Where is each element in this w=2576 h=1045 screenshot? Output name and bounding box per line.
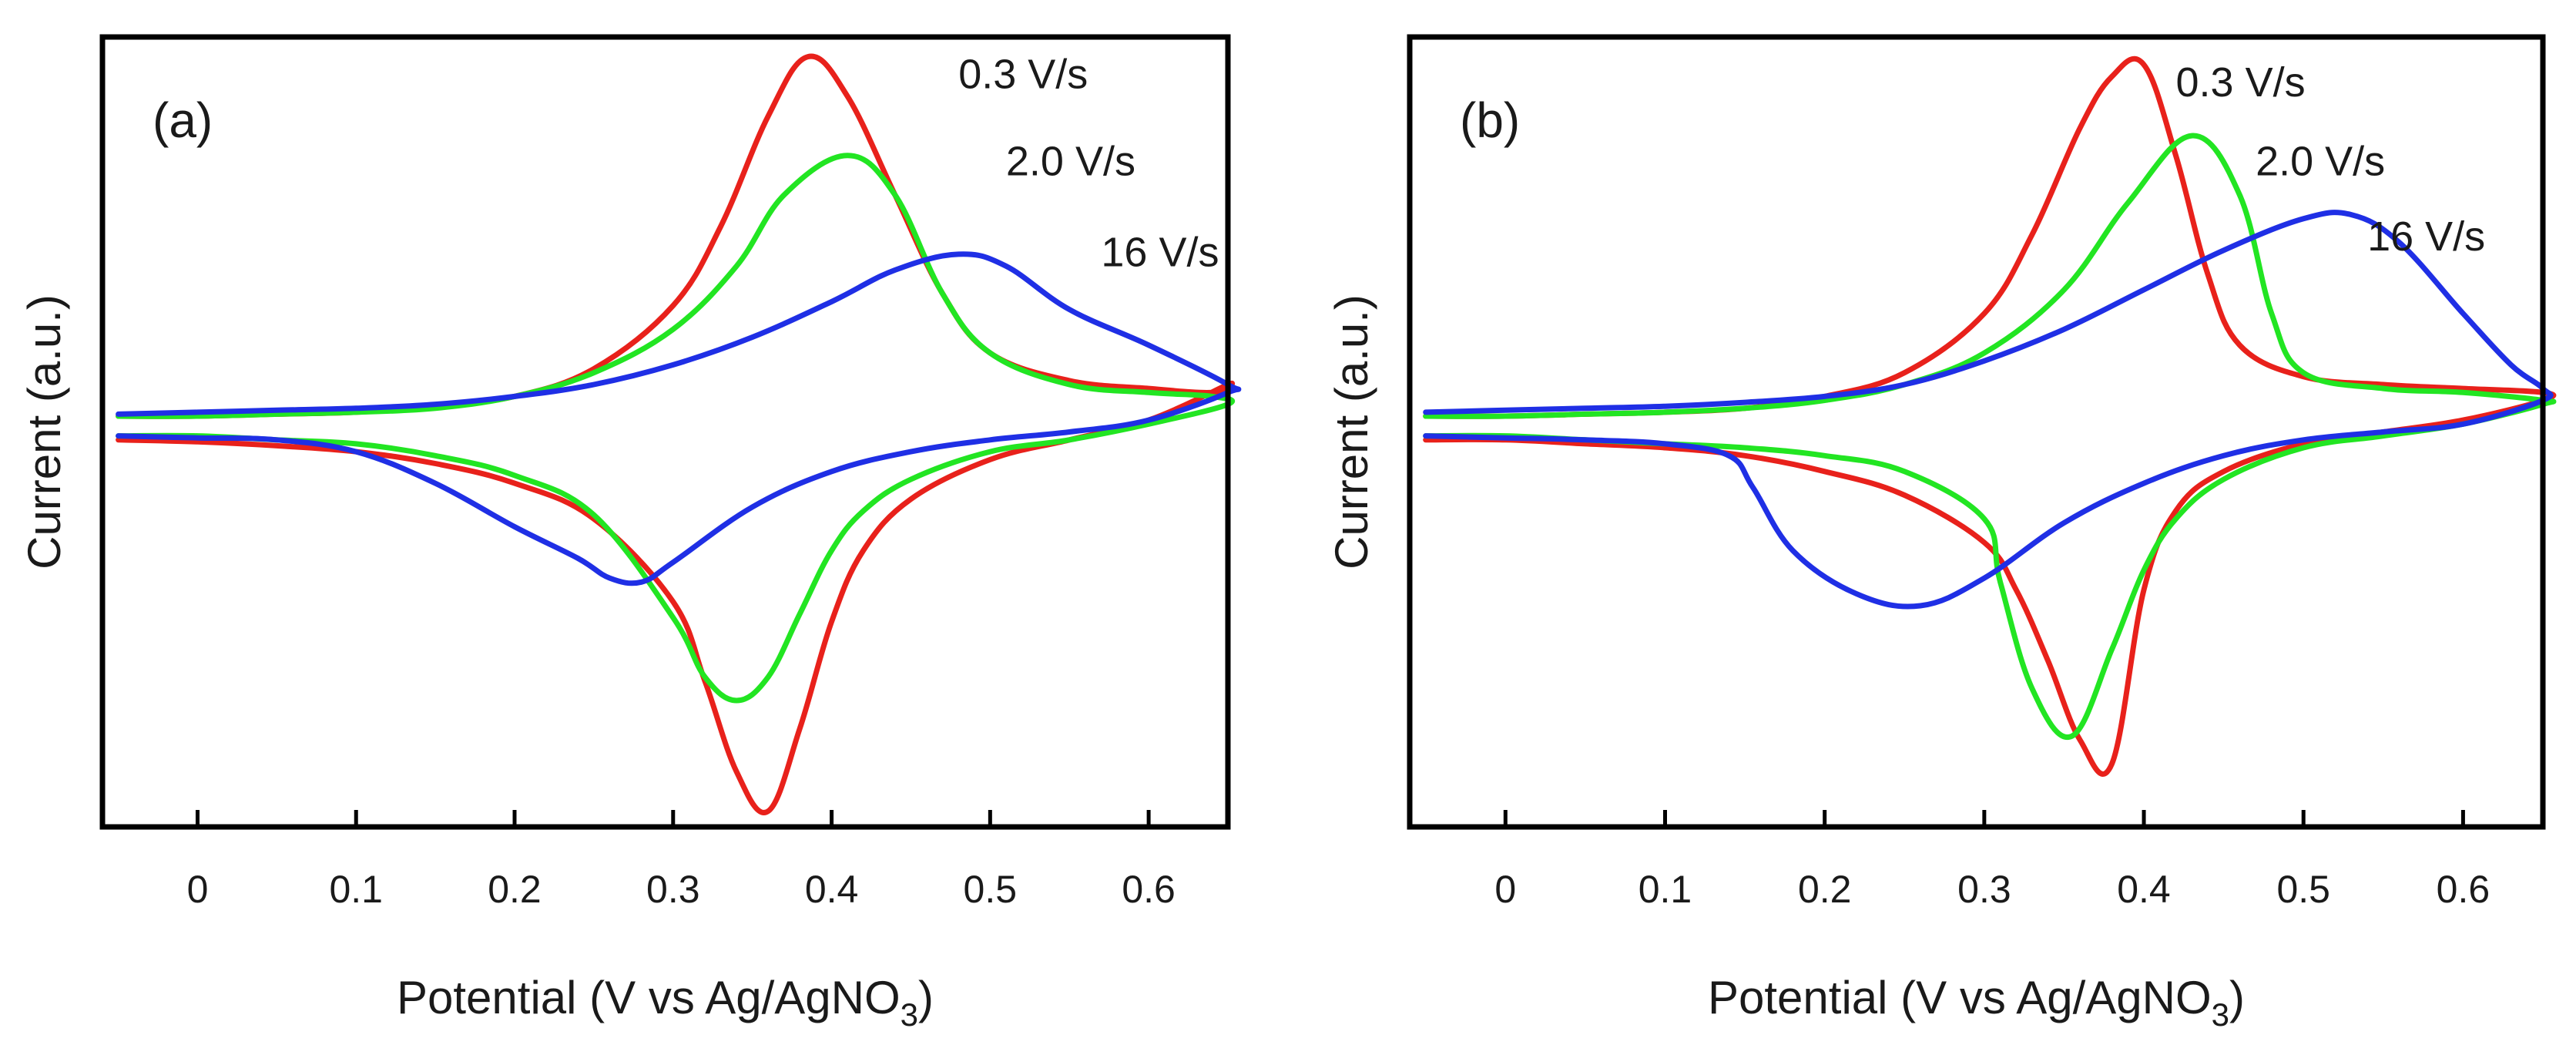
- x-tick-label: 0: [187, 868, 209, 911]
- x-axis-title: Potential (V vs Ag/AgNO3): [397, 972, 934, 1033]
- series-label: 2.0 V/s: [1006, 138, 1135, 184]
- cv-curve-2-0-v-s: [116, 153, 1236, 704]
- x-tick-label: 0.2: [488, 868, 542, 911]
- series-label: 16 V/s: [1101, 229, 1219, 275]
- panel-label: (a): [153, 92, 213, 148]
- x-tick-label: 0.4: [805, 868, 859, 911]
- x-tick-label: 0.3: [646, 868, 700, 911]
- series-label: 0.3 V/s: [958, 52, 1088, 98]
- series-label: 16 V/s: [2367, 213, 2485, 260]
- series-label: 0.3 V/s: [2176, 59, 2306, 106]
- panel-label: (b): [1460, 92, 1520, 148]
- panel-b: 0.3 V/s 2.0 V/s 16 V/s 0 0.1 0.2 0.3 0.4 0.5 0.6 (…: [1326, 34, 2557, 1033]
- x-tick-label: 0.3: [1957, 868, 2011, 911]
- x-tick-label: 0.6: [1122, 868, 1176, 911]
- x-tick-label: 0.5: [2276, 868, 2330, 911]
- y-axis-title: Current (a.u.): [18, 294, 70, 570]
- x-tick-label: 0.6: [2437, 868, 2490, 911]
- series-label: 2.0 V/s: [2256, 138, 2385, 184]
- cv-curve-0-3-v-s: [116, 53, 1236, 815]
- x-tick-label: 0.5: [964, 868, 1018, 911]
- x-tick-label: 0.1: [1639, 868, 1692, 911]
- x-tick-label: 0.4: [2117, 868, 2171, 911]
- panel-a: 0.3 V/s 2.0 V/s 16 V/s 0 0.1 0.2 0.3 0.4 0.5 0.6 (…: [18, 34, 1242, 1033]
- x-axis-title: Potential (V vs Ag/AgNO3): [1708, 972, 2245, 1033]
- x-tick-label: 0.2: [1798, 868, 1852, 911]
- x-tick-label: 0.1: [329, 868, 383, 911]
- y-axis-title: Current (a.u.): [1326, 294, 1377, 570]
- plot-frame: [99, 34, 1231, 830]
- cv-curve-16-v-s: [1423, 210, 2554, 610]
- x-tick-label: 0: [1494, 868, 1516, 911]
- plot-frame: [1407, 34, 2546, 830]
